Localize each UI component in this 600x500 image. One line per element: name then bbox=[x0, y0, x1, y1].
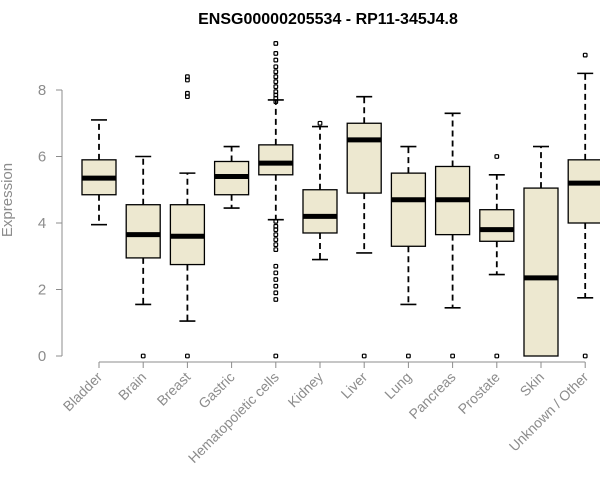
box-hematopoietic-cells bbox=[258, 41, 294, 359]
box-skin bbox=[523, 145, 559, 357]
outlier-point bbox=[273, 247, 279, 253]
outlier-point bbox=[273, 270, 279, 276]
y-tick-label: 4 bbox=[38, 215, 46, 232]
x-tick-label: Breast bbox=[154, 369, 194, 409]
x-tick-label: Gastric bbox=[195, 369, 238, 412]
x-tick-label: Skin bbox=[517, 369, 548, 400]
x-tick-label: Brain bbox=[115, 369, 149, 403]
box-liver bbox=[346, 95, 382, 359]
x-tick-label: Unknown / Other bbox=[506, 369, 592, 455]
y-tick-label: 2 bbox=[38, 282, 46, 299]
outlier-point bbox=[273, 297, 279, 302]
box-unknown-other bbox=[567, 52, 600, 359]
outlier-point bbox=[273, 223, 279, 229]
outlier-point bbox=[273, 41, 279, 46]
outlier-point bbox=[361, 353, 367, 359]
box-breast bbox=[169, 74, 206, 359]
iqr-box bbox=[346, 122, 382, 194]
x-tick-label: Prostate bbox=[455, 369, 503, 417]
outlier-point bbox=[273, 89, 279, 95]
x-tick-label: Bladder bbox=[60, 369, 106, 415]
outlier-point bbox=[185, 90, 190, 96]
iqr-box bbox=[567, 159, 600, 224]
y-axis-label: Expression bbox=[0, 163, 16, 237]
box-pancreas bbox=[434, 112, 471, 359]
outlier-point bbox=[273, 290, 279, 296]
outlier-point bbox=[273, 79, 279, 85]
outlier-point bbox=[273, 64, 279, 70]
iqr-box bbox=[258, 144, 294, 176]
outlier-point bbox=[406, 353, 411, 359]
box-gastric bbox=[213, 145, 250, 209]
outlier-point bbox=[317, 120, 323, 126]
iqr-box bbox=[125, 204, 161, 259]
box-bladder bbox=[81, 119, 117, 226]
outlier-point bbox=[494, 353, 500, 359]
boxes-group bbox=[81, 41, 600, 359]
y-tick-label: 6 bbox=[38, 149, 46, 166]
x-tick-label: Kidney bbox=[285, 369, 327, 411]
iqr-box bbox=[523, 187, 559, 357]
box-lung bbox=[390, 145, 427, 359]
x-tick-label: Pancreas bbox=[406, 369, 459, 422]
outlier-point bbox=[273, 237, 279, 243]
box-prostate bbox=[479, 154, 515, 359]
x-tick-label: Lung bbox=[381, 369, 414, 402]
box-brain bbox=[125, 155, 161, 359]
y-axis: 0 2 4 6 8 bbox=[38, 82, 63, 365]
outlier-point bbox=[273, 353, 279, 359]
outlier-point bbox=[273, 232, 279, 238]
x-tick-label: Liver bbox=[338, 369, 371, 402]
outlier-point bbox=[140, 353, 146, 359]
outlier-point bbox=[494, 154, 500, 159]
iqr-box bbox=[390, 172, 427, 247]
outlier-point bbox=[273, 218, 279, 224]
chart-title: ENSG00000205534 - RP11-345J4.8 bbox=[198, 11, 458, 28]
outlier-point bbox=[273, 277, 279, 282]
outlier-point bbox=[273, 57, 279, 63]
box-kidney bbox=[302, 120, 338, 261]
outlier-point bbox=[582, 353, 588, 359]
iqr-box bbox=[479, 209, 515, 242]
outlier-point bbox=[273, 242, 279, 248]
outlier-point bbox=[185, 353, 190, 359]
y-tick-label: 0 bbox=[38, 348, 46, 365]
outlier-point bbox=[450, 353, 455, 359]
outlier-point bbox=[273, 51, 279, 56]
outlier-point bbox=[185, 74, 190, 80]
outlier-point bbox=[273, 84, 279, 90]
outlier-point bbox=[273, 263, 279, 269]
outlier-point bbox=[273, 69, 279, 75]
iqr-box bbox=[302, 189, 338, 234]
outlier-point bbox=[582, 52, 588, 58]
outlier-point bbox=[273, 74, 279, 80]
outlier-point bbox=[273, 283, 279, 289]
y-tick-label: 8 bbox=[38, 82, 46, 99]
